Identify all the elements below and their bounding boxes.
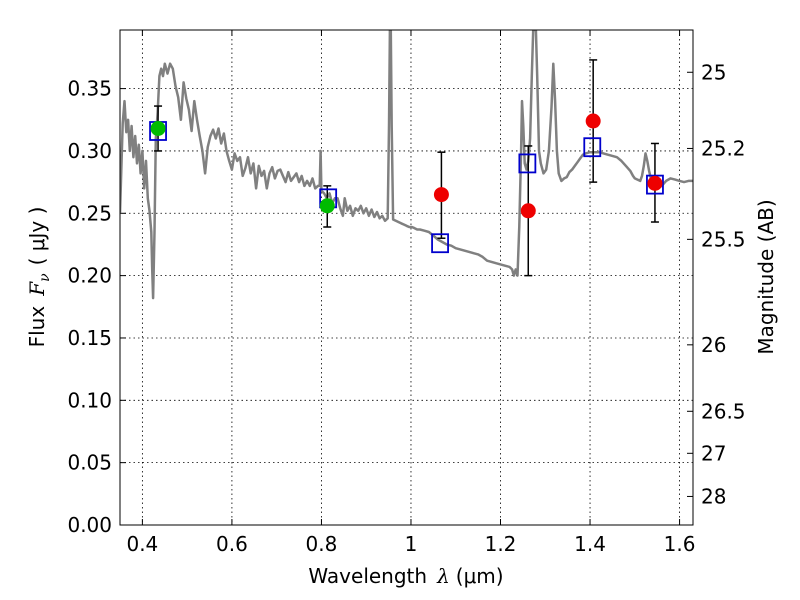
observed-nir-point — [647, 175, 663, 191]
y-tick-label: 0.35 — [67, 77, 112, 101]
x-tick-label: 0.6 — [216, 532, 248, 556]
x-axis-title: Wavelength λ (μm) — [308, 564, 503, 588]
y2-tick-label: 25.2 — [701, 136, 746, 160]
tick-labels: 0.4 0.6 0.8 1 1.2 1.4 1.6 0.00 0.05 0.10 0.15 0.20 0… — [67, 60, 745, 556]
y2-tick-label: 26.5 — [701, 399, 746, 423]
model-photometry-square — [583, 137, 602, 158]
y2-tick-label: 26 — [701, 333, 726, 357]
y-axis-title-prefix: Flux — [25, 306, 49, 348]
x-tick-label: 0.8 — [306, 532, 338, 556]
x-tick-label: 1.6 — [664, 532, 696, 556]
y-tick-label: 0.30 — [67, 139, 112, 163]
y-tick-label: 0.25 — [67, 201, 112, 225]
y-axis-title-symbol: F — [25, 281, 49, 297]
x-tick-label: 1 — [405, 532, 418, 556]
observed-optical-point — [319, 198, 335, 214]
y-tick-label: 0.20 — [67, 264, 112, 288]
model-photometry-square — [646, 174, 664, 195]
observed-nir-point — [585, 113, 601, 129]
y-axis-title-subscript: ν — [37, 273, 53, 282]
y-tick-label: 0.00 — [67, 513, 112, 537]
observed-nir-point — [433, 187, 449, 203]
model-spectrum-line — [120, 30, 693, 300]
model-photometry-square — [431, 233, 449, 254]
y-axis-title-unit: ( μJy ) — [25, 207, 49, 266]
y-tick-label: 0.10 — [67, 388, 112, 412]
x-axis-title-symbol: λ — [436, 564, 450, 588]
plot-content — [120, 30, 693, 300]
y2-tick-label: 25.5 — [701, 227, 746, 251]
y2-tick-label: 25 — [701, 60, 726, 84]
markers — [149, 59, 664, 277]
y-axis-title: Flux Fν ( μJy ) — [25, 207, 53, 348]
y2-axis-title: Magnitude (AB) — [754, 199, 778, 354]
x-tick-label: 1.4 — [574, 532, 606, 556]
x-tick-label: 0.4 — [126, 532, 158, 556]
model-photometry-square — [518, 153, 537, 174]
y2-tick-label: 27 — [701, 441, 726, 465]
y2-tick-label: 28 — [701, 484, 726, 508]
plot-area-background — [120, 30, 693, 525]
observed-nir-point — [520, 203, 536, 219]
plot-frame — [119, 29, 694, 526]
x-axis-title-unit: (μm) — [456, 564, 504, 588]
observed-optical-point — [150, 121, 166, 137]
y-tick-label: 0.15 — [67, 326, 112, 350]
y-tick-label: 0.05 — [67, 451, 112, 475]
x-tick-label: 1.2 — [485, 532, 517, 556]
x-axis-title-prefix: Wavelength — [308, 564, 427, 588]
